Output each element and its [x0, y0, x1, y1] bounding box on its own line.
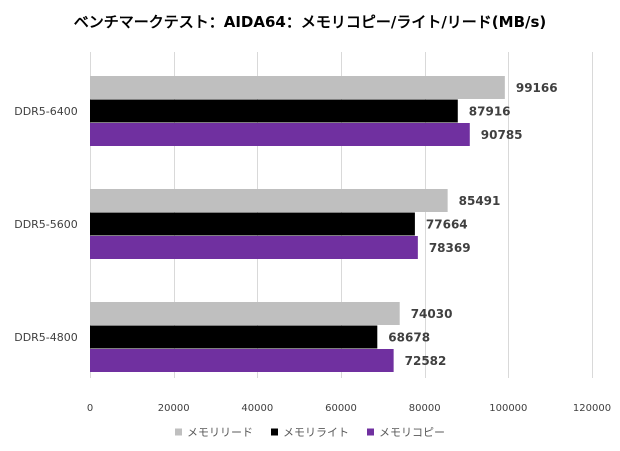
legend-label: メモリコピー	[379, 426, 445, 439]
x-tick-label: 60000	[325, 403, 357, 414]
data-label: 90785	[481, 128, 523, 142]
data-label: 99166	[516, 81, 558, 95]
data-label: 77664	[426, 218, 468, 232]
bar-ddr5-4800-series-3	[90, 349, 394, 372]
legend-label: メモリリード	[187, 426, 253, 439]
bar-ddr5-4800-series-1	[90, 302, 400, 325]
legend-item-series-2: メモリライト	[271, 426, 349, 439]
category-label-ddr5-6400: DDR5-6400	[14, 105, 78, 118]
bar-ddr5-6400-series-2	[90, 99, 458, 123]
data-label: 72582	[405, 354, 447, 368]
data-label: 78369	[429, 241, 471, 255]
x-tick-label: 40000	[241, 403, 273, 414]
bar-ddr5-5600-series-3	[90, 236, 418, 259]
x-tick-label: 0	[87, 403, 93, 414]
legend-swatch	[271, 428, 278, 436]
data-label: 87916	[469, 105, 511, 119]
x-axis-ticks: 0 20000 40000 60000 80000 100000 120000	[87, 403, 611, 414]
x-tick-label: 120000	[573, 403, 611, 414]
bars	[90, 76, 505, 372]
bar-ddr5-4800-series-2	[90, 325, 378, 349]
x-tick-label: 100000	[489, 403, 527, 414]
legend-item-series-1: メモリリード	[175, 426, 253, 439]
legend-swatch	[175, 428, 182, 436]
category-label-ddr5-5600: DDR5-5600	[14, 218, 78, 231]
legend-item-series-3: メモリコピー	[367, 426, 445, 439]
category-labels: DDR5-6400 DDR5-5600 DDR5-4800	[14, 105, 78, 344]
data-label: 85491	[459, 194, 501, 208]
legend-swatch	[367, 428, 374, 436]
bar-ddr5-5600-series-1	[90, 189, 448, 212]
data-label: 74030	[411, 307, 453, 321]
bar-ddr5-5600-series-2	[90, 212, 415, 236]
bar-ddr5-6400-series-3	[90, 123, 470, 146]
data-label: 68678	[388, 331, 430, 345]
legend: メモリリード メモリライト メモリコピー	[175, 426, 445, 439]
x-tick-label: 80000	[409, 403, 441, 414]
legend-label: メモリライト	[283, 426, 349, 439]
x-tick-label: 20000	[158, 403, 190, 414]
data-labels: 99166 87916 90785 85491 77664 78369 74030 68678…	[388, 81, 557, 368]
bar-ddr5-6400-series-1	[90, 76, 505, 99]
chart-title: ベンチマークテスト：AIDA64：メモリコピー/ライト/リード(MB/s)	[74, 13, 547, 31]
category-label-ddr5-4800: DDR5-4800	[14, 331, 78, 344]
